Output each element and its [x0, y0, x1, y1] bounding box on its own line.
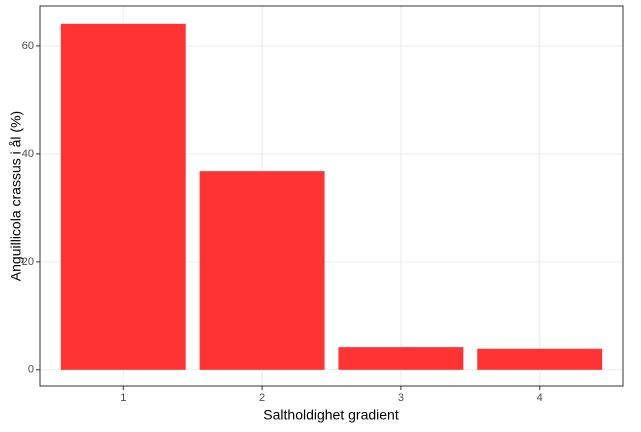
bar [199, 171, 325, 370]
bar [60, 23, 186, 370]
y-tick-label: 0 [28, 364, 34, 376]
bar [338, 347, 464, 370]
y-tick-label: 20 [22, 256, 34, 268]
panel-border [39, 5, 624, 387]
bar [477, 348, 603, 370]
y-axis-title: Anguillicola crassus i ål (%) [8, 111, 24, 281]
x-tick-label: 1 [120, 392, 126, 404]
y-tick-label: 40 [22, 148, 34, 160]
y-tick-label: 60 [22, 40, 34, 52]
x-tick-label: 3 [398, 392, 404, 404]
x-axis-title: Saltholdighet gradient [263, 407, 399, 423]
x-tick-label: 2 [259, 392, 265, 404]
x-tick-label: 4 [537, 392, 543, 404]
